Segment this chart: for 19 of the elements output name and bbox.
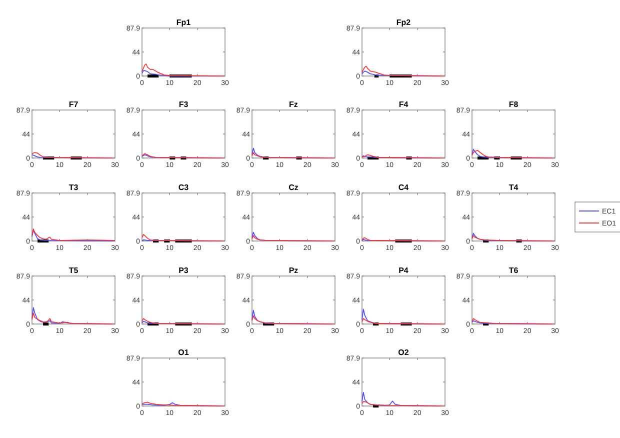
chart-title: Cz <box>288 183 298 192</box>
chart-title: F4 <box>398 100 409 109</box>
chart-title: T4 <box>508 183 519 192</box>
chart-title: Fp1 <box>176 18 192 27</box>
chart-title: Fp2 <box>396 18 412 27</box>
chart-title: Fz <box>289 100 298 109</box>
chart-title: C3 <box>178 183 190 192</box>
chart-title: T3 <box>68 183 79 192</box>
chart-title: O2 <box>398 348 410 357</box>
chart-title: T6 <box>508 266 519 275</box>
chart-title: F8 <box>508 100 519 109</box>
chart-title: P3 <box>178 266 189 275</box>
chart-title: F3 <box>178 100 189 109</box>
chart-title: F7 <box>68 100 79 109</box>
chart-title: O1 <box>178 348 190 357</box>
chart-title: T5 <box>68 266 79 275</box>
chart-title: P4 <box>398 266 409 275</box>
chart-title: C4 <box>398 183 410 192</box>
chart-title: Pz <box>288 266 298 275</box>
